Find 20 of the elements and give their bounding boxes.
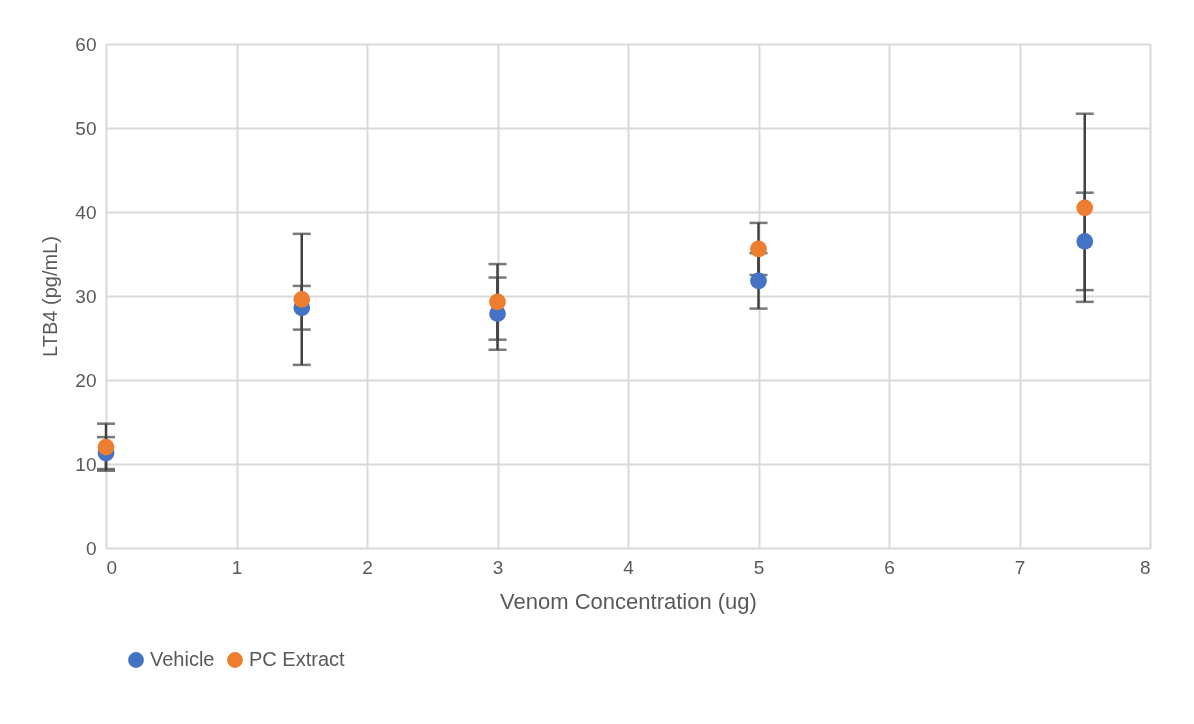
y-tick-label: 30 — [75, 285, 97, 307]
x-axis-title: Venom Concentration (ug) — [500, 588, 757, 614]
y-tick-label: 10 — [75, 453, 97, 475]
x-tick-label: 0 — [106, 556, 118, 578]
legend-label: PC Extract — [249, 648, 346, 670]
y-tick-label: 60 — [75, 33, 97, 55]
x-tick-label: 5 — [753, 556, 765, 578]
x-tick-label: 3 — [492, 556, 504, 578]
x-tick-label: 7 — [1014, 556, 1026, 578]
y-axis-title: LTB4 (pg/mL) — [39, 236, 62, 357]
y-tick-label: 20 — [75, 369, 97, 391]
legend-label: Vehicle — [150, 648, 215, 670]
x-tick-label: 1 — [231, 556, 243, 578]
x-tick-label: 2 — [362, 556, 373, 578]
x-tick-label: 4 — [623, 556, 635, 578]
x-tick-label: 6 — [884, 556, 895, 578]
x-tick-label: 8 — [1139, 556, 1151, 578]
y-tick-label: 40 — [75, 201, 97, 223]
y-tick-label: 50 — [75, 117, 97, 139]
y-tick-label: 0 — [85, 537, 97, 559]
